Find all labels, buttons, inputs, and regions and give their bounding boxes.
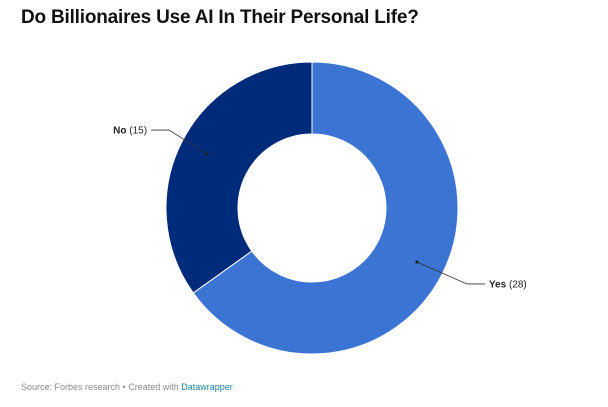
datawrapper-link[interactable]: Datawrapper (181, 382, 233, 392)
label-category: No (113, 126, 126, 137)
label-value: (28) (506, 279, 527, 290)
slice-no (165, 61, 313, 294)
slice-yes (192, 61, 459, 355)
chart-title: Do Billionaires Use AI In Their Personal… (21, 7, 419, 28)
label-value: (15) (126, 126, 147, 137)
donut-chart: Yes (28) No (15) (113, 61, 527, 355)
label-yes: Yes (28) (489, 279, 527, 290)
label-no: No (15) (113, 126, 147, 137)
leader-line-yes (416, 261, 485, 285)
source-text: Source: Forbes research • Created with (21, 382, 182, 392)
leader-dot-yes (415, 260, 419, 264)
leader-line-no (151, 129, 208, 155)
label-category: Yes (489, 279, 507, 290)
chart-footer: Source: Forbes research • Created with D… (21, 382, 233, 392)
leader-dot-no (205, 152, 209, 156)
